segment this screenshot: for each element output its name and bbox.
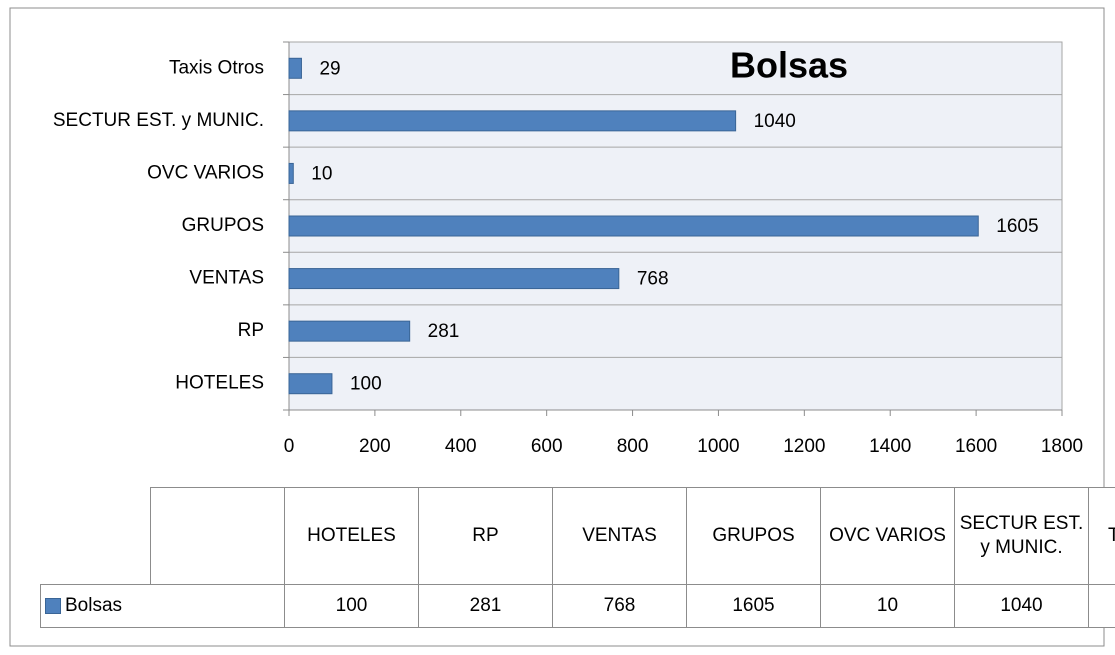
x-tick-label: 1200 xyxy=(783,436,825,457)
table-header: RP xyxy=(418,487,553,585)
x-tick-label: 1000 xyxy=(697,436,739,457)
y-tick-label: Taxis Otros xyxy=(169,57,264,78)
x-tick-label: 1800 xyxy=(1041,436,1083,457)
data-label: 100 xyxy=(350,374,382,395)
x-tick-label: 0 xyxy=(284,436,295,457)
data-label: 281 xyxy=(428,321,460,342)
bar xyxy=(288,215,979,237)
x-tick-label: 400 xyxy=(445,436,477,457)
table-legend: Bolsas xyxy=(40,584,285,628)
y-tick-label: VENTAS xyxy=(189,268,264,289)
table-header: Taxis Otros xyxy=(1088,487,1115,585)
table-value: 1605 xyxy=(686,584,821,628)
table-header: GRUPOS xyxy=(686,487,821,585)
y-tick-label: RP xyxy=(238,320,264,341)
x-tick-label: 800 xyxy=(617,436,649,457)
data-label: 768 xyxy=(637,269,669,290)
table-header: SECTUR EST. y MUNIC. xyxy=(954,487,1089,585)
data-label: 29 xyxy=(319,58,340,79)
data-label: 1040 xyxy=(754,111,796,132)
data-label: 1605 xyxy=(996,216,1038,237)
y-tick-label: SECTUR EST. y MUNIC. xyxy=(53,110,264,131)
data-label: 10 xyxy=(311,163,332,184)
table-corner xyxy=(150,487,285,585)
x-tick-label: 600 xyxy=(531,436,563,457)
legend-label: Bolsas xyxy=(65,595,123,616)
bar xyxy=(288,268,620,290)
bar xyxy=(288,57,302,79)
table-header: HOTELES xyxy=(284,487,419,585)
x-tick-label: 1600 xyxy=(955,436,997,457)
bar xyxy=(288,162,294,184)
table-value: 29 xyxy=(1088,584,1115,628)
y-tick-label: OVC VARIOS xyxy=(147,162,264,183)
table-value: 281 xyxy=(418,584,553,628)
y-tick-label: GRUPOS xyxy=(182,215,264,236)
bar xyxy=(288,320,411,342)
table-value: 1040 xyxy=(954,584,1089,628)
table-value: 100 xyxy=(284,584,419,628)
table-value: 10 xyxy=(820,584,955,628)
chart-title: Bolsas xyxy=(730,45,848,86)
bar xyxy=(288,373,333,395)
table-value: 768 xyxy=(552,584,687,628)
y-tick-label: HOTELES xyxy=(175,373,264,394)
table-header: OVC VARIOS xyxy=(820,487,955,585)
x-tick-label: 1400 xyxy=(869,436,911,457)
x-tick-label: 200 xyxy=(359,436,391,457)
bar xyxy=(288,110,737,132)
table-header: VENTAS xyxy=(552,487,687,585)
legend-swatch xyxy=(45,598,61,614)
